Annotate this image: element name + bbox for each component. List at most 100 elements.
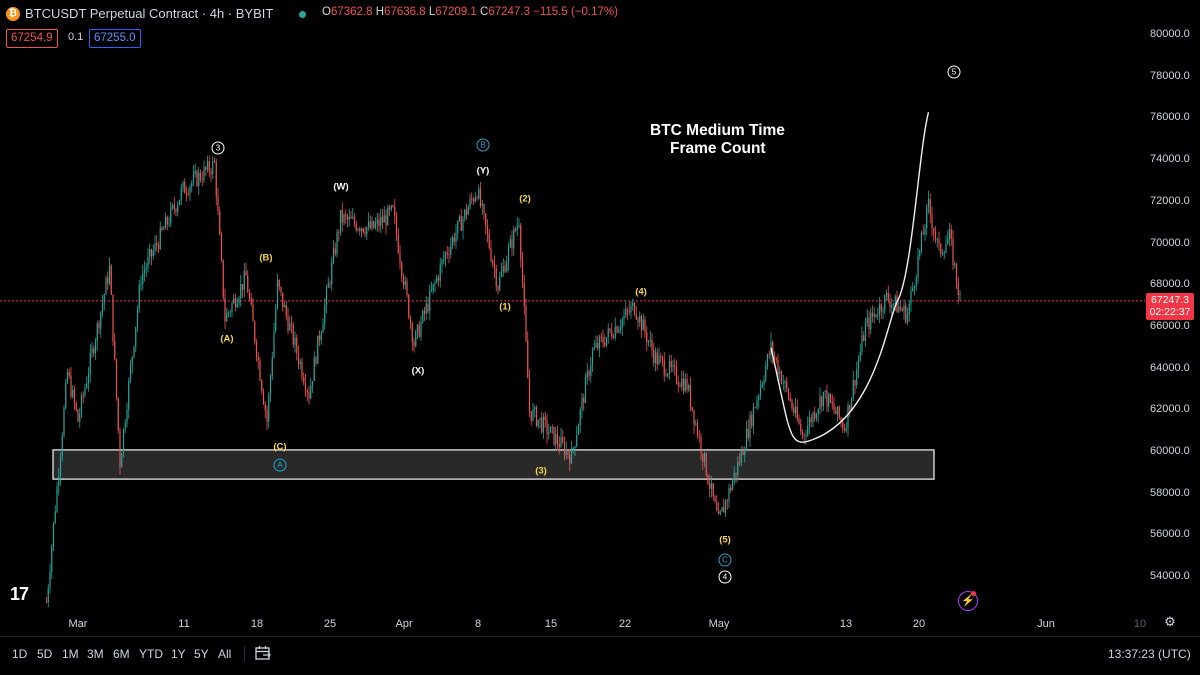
candle-body — [525, 306, 527, 341]
candle-body — [311, 381, 314, 386]
price-tick-label: 64000.0 — [1150, 361, 1190, 374]
candle-body — [553, 426, 555, 445]
candle-body — [595, 342, 597, 347]
symbol-title[interactable]: BTCUSDT Perpetual Contract · 4h · BYBIT — [25, 6, 274, 21]
candle-body — [817, 409, 819, 414]
candle-body — [394, 206, 396, 217]
candle-body — [794, 406, 797, 413]
time-tick-label: Jun — [1037, 618, 1055, 630]
tradingview-logo[interactable]: 17 — [10, 584, 29, 604]
candle-body — [737, 462, 739, 476]
range-6m[interactable]: 6M — [113, 647, 130, 661]
candle-body — [528, 378, 531, 412]
candle-body — [581, 398, 583, 410]
range-all[interactable]: All — [218, 647, 232, 661]
candle-body — [271, 357, 273, 377]
gear-icon[interactable]: ⚙ — [1164, 614, 1176, 629]
candle-body — [502, 266, 504, 272]
candle-body — [780, 371, 783, 384]
candle-body — [850, 398, 853, 411]
candle-body — [805, 435, 807, 437]
range-1m[interactable]: 1M — [62, 647, 79, 661]
candle-body — [254, 321, 256, 342]
range-1y[interactable]: 1Y — [171, 647, 186, 661]
candle-body — [479, 188, 482, 206]
candle-body — [728, 487, 730, 502]
candle-body — [497, 286, 499, 290]
candle-body — [266, 410, 268, 422]
range-ytd[interactable]: YTD — [139, 647, 163, 661]
candle-body — [952, 238, 954, 266]
calendar-range-icon[interactable] — [254, 645, 272, 661]
candle-body — [789, 397, 791, 401]
range-5d[interactable]: 5D — [37, 647, 53, 661]
candle-body — [546, 419, 548, 435]
candle-body — [376, 219, 378, 224]
price-tick-label: 68000.0 — [1150, 278, 1190, 291]
candle-body — [443, 258, 445, 261]
candle-body — [285, 305, 287, 316]
candle-body — [411, 323, 413, 342]
sell-price-button[interactable]: 67254.9 — [6, 29, 58, 48]
candle-body — [247, 275, 249, 293]
candle-body — [175, 209, 177, 212]
time-tick-label: 11 — [178, 618, 190, 630]
candle-body — [656, 352, 658, 365]
candle-body — [710, 483, 713, 489]
candle-body — [784, 381, 786, 384]
candle-body — [756, 400, 758, 408]
candle-body — [705, 452, 707, 476]
price-tick-label: 76000.0 — [1150, 111, 1190, 124]
candle-body — [492, 260, 494, 265]
candle-body — [283, 305, 286, 308]
price-tick-label: 66000.0 — [1150, 319, 1190, 332]
candle-body — [621, 319, 623, 328]
candle-body — [670, 361, 672, 368]
candle-body — [357, 229, 359, 231]
candle-body — [688, 385, 690, 390]
candle-body — [782, 383, 784, 385]
candle-body — [630, 306, 632, 313]
candle-body — [686, 378, 688, 390]
candle-body — [819, 396, 821, 410]
candle-body — [166, 217, 168, 225]
candle-body — [240, 284, 242, 299]
chart-annotation-text[interactable]: BTC Medium Time Frame Count — [650, 122, 785, 158]
candle-body — [936, 238, 938, 240]
candle-body — [605, 336, 608, 346]
buy-price-button[interactable]: 67255.0 — [89, 29, 141, 48]
time-tick-label: 20 — [912, 618, 926, 630]
candle-countdown: 02:22:37 — [1149, 306, 1191, 318]
range-1d[interactable]: 1D — [12, 647, 28, 661]
utc-clock[interactable]: 13:37:23 (UTC) — [1108, 647, 1191, 661]
candle-body — [224, 297, 226, 322]
candle-body — [98, 323, 100, 329]
candle-body — [339, 210, 342, 233]
candle-body — [436, 277, 438, 283]
candle-body — [691, 407, 693, 411]
candle-body — [831, 402, 833, 404]
range-3m[interactable]: 3M — [87, 647, 104, 661]
candle-body — [444, 252, 447, 259]
candle-body — [840, 417, 842, 422]
candle-body — [318, 335, 321, 341]
wave-label-1: (1) — [499, 301, 511, 313]
candle-body — [94, 341, 97, 354]
candle-body — [702, 453, 704, 462]
candle-body — [959, 293, 961, 296]
candle-body — [478, 188, 480, 199]
candle-body — [798, 419, 800, 424]
candle-body — [649, 339, 651, 342]
wave-circle-4: 4 — [718, 570, 732, 584]
candle-body — [637, 318, 639, 323]
candle-body — [574, 446, 576, 449]
candle-body — [409, 317, 412, 324]
wave-circle-5: 5 — [947, 65, 961, 79]
flash-icon[interactable]: ⚡ — [958, 591, 978, 611]
candle-body — [908, 303, 910, 315]
candle-body — [306, 390, 308, 393]
candle-body — [926, 206, 928, 229]
candle-body — [255, 341, 258, 358]
range-5y[interactable]: 5Y — [194, 647, 209, 661]
